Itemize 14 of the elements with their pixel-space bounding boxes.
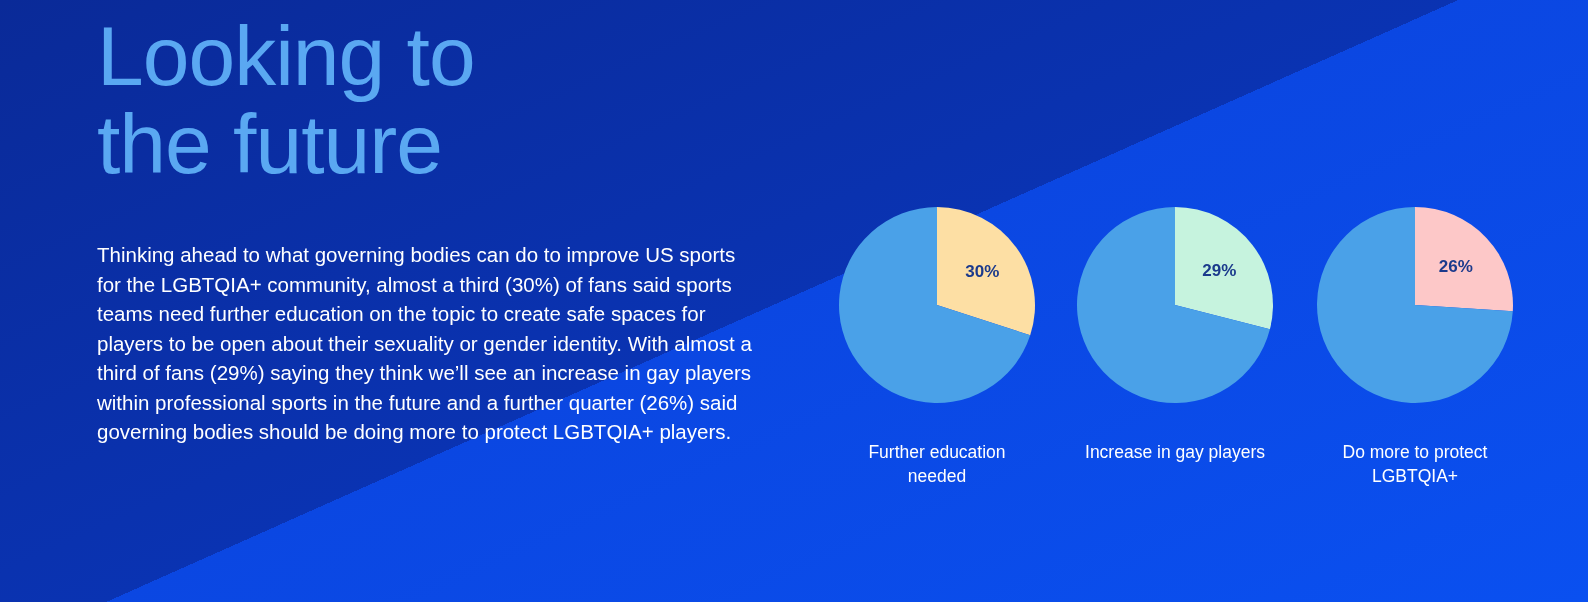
- data-label: 29%: [1202, 260, 1237, 280]
- pie-slice: [1077, 207, 1270, 403]
- text: Looking to the future: [97, 9, 476, 191]
- text: Increase in gay players: [1084, 441, 1266, 464]
- text: Thinking ahead to what governing bodies can do to improve US sports for the LGBTQIA+ community, almost a third (30%) of fans said sports teams need further education on the topic to create safe spaces for players to be open about their sexuality or gender identity. With almost a third of fans (29%) saying they think we’ll see an increase in gay players within professional sports in the future and a further quarter (26%) said governing bodies should be doing more to protect LGBTQIA+ players.: [97, 242, 753, 445]
- text: Do more to protect LGBTQIA+: [1341, 441, 1489, 488]
- pie-slice: [1317, 207, 1513, 403]
- pie-slice: [1415, 207, 1513, 312]
- pie-slice: [1175, 207, 1273, 330]
- data-label: 30%: [965, 262, 1000, 282]
- data-label: 26%: [1438, 256, 1473, 276]
- pie-slice: [937, 207, 1035, 336]
- pie-slice: [839, 207, 1031, 403]
- text: Further education needed: [867, 441, 1007, 488]
